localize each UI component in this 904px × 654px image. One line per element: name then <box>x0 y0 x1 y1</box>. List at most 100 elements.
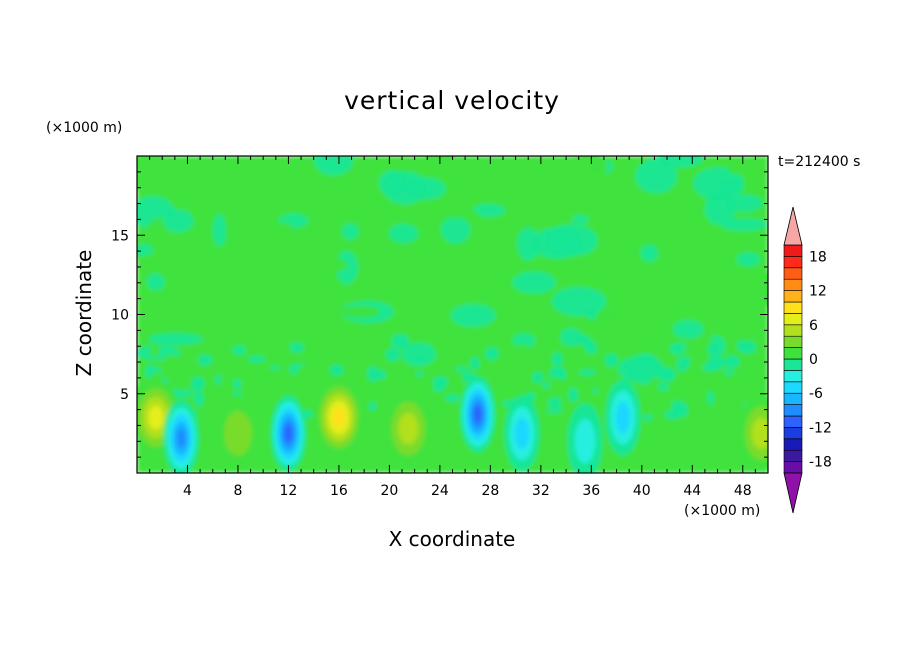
field-patch <box>662 192 695 209</box>
field-patch <box>578 369 596 376</box>
field-patch <box>569 156 607 182</box>
field-patch <box>695 334 712 351</box>
field-patch <box>736 252 761 267</box>
colorbar-under-arrow <box>783 472 803 514</box>
field-patch <box>137 160 148 190</box>
field-patch <box>736 340 749 352</box>
field-patch <box>433 334 448 346</box>
field-patch <box>592 388 599 393</box>
field-patch <box>188 364 201 370</box>
downdraft-core <box>284 425 293 442</box>
field-patch <box>472 203 506 217</box>
colorbar-tick-label: -12 <box>809 420 832 436</box>
field-patch <box>634 348 644 356</box>
field-patch <box>341 223 359 240</box>
field-patch <box>516 227 540 261</box>
field-patch <box>579 349 588 361</box>
x-axis-label: X coordinate <box>0 527 904 551</box>
colorbar-band <box>783 324 803 337</box>
field-patch <box>414 356 424 362</box>
downdraft-core <box>615 401 631 434</box>
field-patch <box>695 348 708 383</box>
field-patch <box>547 397 565 409</box>
field-patch <box>650 377 658 389</box>
time-label: t=212400 s <box>778 154 861 170</box>
field-patch <box>230 354 243 364</box>
downdraft-core <box>473 406 482 423</box>
field-patch <box>162 209 194 233</box>
field-patch <box>432 387 445 392</box>
field-patch <box>481 363 492 374</box>
x-tick-label: 16 <box>330 483 348 499</box>
colorbar-band <box>783 370 803 383</box>
x-tick-label: 32 <box>532 483 550 499</box>
field-patch <box>622 362 629 368</box>
field-patch <box>440 216 471 244</box>
field-patch <box>307 361 314 367</box>
field-patch <box>686 342 697 358</box>
field-patch <box>469 357 480 370</box>
x-tick-label: 8 <box>233 483 242 499</box>
field-patch <box>335 250 358 285</box>
field-patch <box>710 260 732 286</box>
field-patch <box>278 222 294 252</box>
x-tick-label: 44 <box>683 483 701 499</box>
field-patch <box>148 332 204 346</box>
updraft-core <box>332 407 346 428</box>
field-patch <box>340 306 381 318</box>
field-patch <box>672 319 704 339</box>
field-patch <box>551 352 563 366</box>
field-patch <box>450 303 496 328</box>
colorbar-band <box>783 415 803 428</box>
colorbar-tick-label: 18 <box>809 249 827 265</box>
field-patch <box>229 238 282 270</box>
downdraft-core <box>574 419 596 464</box>
field-patch <box>707 357 724 362</box>
field-patch <box>210 401 223 410</box>
field-patch <box>194 391 204 407</box>
field-patch <box>146 273 165 291</box>
field-patch <box>215 374 222 385</box>
field-patch <box>551 377 562 386</box>
field-patch <box>635 158 678 194</box>
field-patch <box>368 402 377 411</box>
field-patch <box>555 336 562 344</box>
field-patch <box>572 214 589 224</box>
field-patch <box>375 261 413 290</box>
field-patch <box>617 339 626 345</box>
field-patch <box>296 366 312 377</box>
field-patch <box>269 365 281 370</box>
field-patch <box>367 366 380 382</box>
field-patch <box>150 344 160 357</box>
field-patch <box>415 370 424 377</box>
field-patch <box>625 375 640 382</box>
colorbar-tick-label: 12 <box>809 284 827 300</box>
field-patch <box>224 363 265 387</box>
field-patch <box>682 355 691 368</box>
y-axis: 5 10 15 <box>111 171 768 458</box>
field-patch <box>568 387 579 403</box>
field-patch <box>289 342 304 353</box>
y-tick-label: 5 <box>120 387 129 403</box>
field-patch <box>724 368 734 376</box>
colorbar-band <box>783 438 803 451</box>
field-patch <box>707 390 714 406</box>
field-patch <box>373 271 389 282</box>
velocity-field <box>137 156 768 473</box>
field-patch <box>725 194 763 213</box>
updraft-core <box>751 417 768 450</box>
field-patch <box>518 357 536 364</box>
field-patch <box>385 347 400 362</box>
field-patch <box>198 354 213 366</box>
field-patch <box>303 256 348 274</box>
field-patch <box>512 333 536 348</box>
field-patch <box>212 213 227 247</box>
updraft-core <box>148 405 164 430</box>
field-patch <box>472 340 481 355</box>
field-patch <box>250 368 258 383</box>
x-tick-label: 40 <box>633 483 651 499</box>
field-patch <box>391 333 409 349</box>
field-patch <box>412 376 426 390</box>
colorbar-band <box>783 313 803 326</box>
field-patch <box>718 180 743 194</box>
